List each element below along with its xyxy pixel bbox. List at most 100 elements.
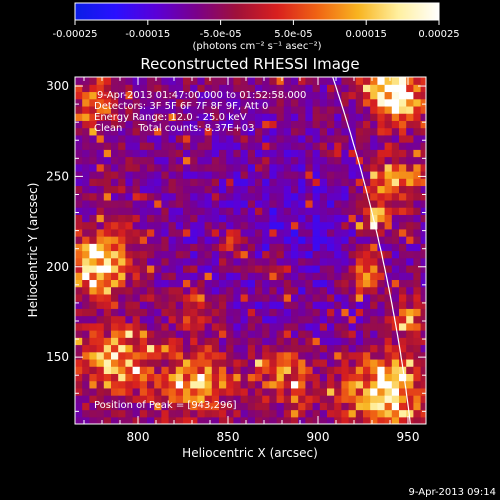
heatmap-cell xyxy=(406,387,414,396)
heatmap-cell xyxy=(190,192,198,201)
heatmap-cell xyxy=(283,330,292,338)
heatmap-cell xyxy=(327,178,335,187)
heatmap-cell xyxy=(197,170,206,179)
heatmap-cell xyxy=(233,163,242,172)
heatmap-cell xyxy=(262,84,270,93)
heatmap-cell xyxy=(139,395,148,403)
heatmap-cell xyxy=(139,199,148,208)
heatmap-cell xyxy=(103,105,112,114)
heatmap-cell xyxy=(175,395,184,403)
heatmap-cell xyxy=(233,127,242,136)
heatmap-cell xyxy=(204,351,213,360)
heatmap-cell xyxy=(327,243,335,252)
heatmap-cell xyxy=(384,337,393,346)
heatmap-cell xyxy=(211,344,220,353)
heatmap-cell xyxy=(111,207,119,215)
heatmap-cell xyxy=(219,214,227,223)
heatmap-cell xyxy=(399,344,407,353)
heatmap-cell xyxy=(161,387,170,396)
heatmap-cell xyxy=(240,402,249,411)
info-clean-counts: Clean Total counts: 8.37E+03 xyxy=(94,123,254,134)
heatmap-cell xyxy=(197,257,206,266)
heatmap-cell xyxy=(370,113,378,121)
heatmap-cell xyxy=(406,380,414,389)
heatmap-cell xyxy=(355,272,364,281)
heatmap-cell xyxy=(298,315,306,324)
heatmap-cell xyxy=(197,98,206,107)
heatmap-cell xyxy=(334,105,342,114)
info-time-range: 9-Apr-2013 01:47:00.000 to 01:52:58.000 xyxy=(97,90,306,101)
heatmap-cell xyxy=(348,264,357,273)
heatmap-cell xyxy=(226,228,234,237)
heatmap-cell xyxy=(348,301,357,309)
heatmap-cell xyxy=(233,322,242,331)
heatmap-cell xyxy=(168,98,177,107)
heatmap-cell xyxy=(413,214,422,223)
heatmap-cell xyxy=(283,91,292,100)
heatmap-cell xyxy=(319,308,328,317)
heatmap-cell xyxy=(190,279,198,288)
heatmap-cell xyxy=(147,337,155,346)
heatmap-cell xyxy=(305,185,314,194)
heatmap-cell xyxy=(305,344,314,353)
heatmap-cell xyxy=(370,199,378,208)
heatmap-cell xyxy=(370,149,378,158)
heatmap-cell xyxy=(348,380,357,389)
heatmap-cell xyxy=(255,163,263,172)
heatmap-cells xyxy=(75,77,426,424)
heatmap-cell xyxy=(233,402,242,411)
heatmap-cell xyxy=(197,293,206,302)
heatmap-cell xyxy=(269,402,278,411)
heatmap-cell xyxy=(219,322,227,331)
heatmap-cell xyxy=(399,373,407,382)
heatmap-cell xyxy=(334,330,342,338)
heatmap-cell xyxy=(291,214,299,223)
heatmap-cell xyxy=(291,351,299,360)
heatmap-cell xyxy=(147,127,155,136)
heatmap-cell xyxy=(298,395,306,403)
heatmap-cell xyxy=(103,395,112,403)
heatmap-cell xyxy=(276,380,285,389)
heatmap-cell xyxy=(334,120,342,129)
heatmap-cell xyxy=(406,156,414,165)
heatmap-cell xyxy=(255,322,263,331)
heatmap-cell xyxy=(103,351,112,360)
heatmap-cell xyxy=(406,98,414,107)
heatmap-cell xyxy=(305,373,314,382)
heatmap-cell xyxy=(168,127,177,136)
heatmap-cell xyxy=(269,84,278,93)
heatmap-cell xyxy=(168,286,177,295)
heatmap-cell xyxy=(355,214,364,223)
heatmap-cell xyxy=(226,322,234,331)
heatmap-cell xyxy=(147,293,155,302)
heatmap-cell xyxy=(89,272,98,281)
heatmap-cell xyxy=(262,257,270,266)
heatmap-cell xyxy=(370,416,378,424)
heatmap-cell xyxy=(139,185,148,194)
heatmap-cell xyxy=(226,134,234,143)
heatmap-cell xyxy=(154,127,162,136)
heatmap-cell xyxy=(327,272,335,281)
heatmap-cell xyxy=(341,77,350,85)
heatmap-cell xyxy=(377,416,386,424)
heatmap-cell xyxy=(262,199,270,208)
heatmap-cell xyxy=(82,257,90,266)
heatmap-cell xyxy=(75,84,83,93)
heatmap-cell xyxy=(125,113,134,121)
heatmap-cell xyxy=(283,264,292,273)
heatmap-cell xyxy=(377,228,386,237)
heatmap-cell xyxy=(89,301,98,309)
heatmap-cell xyxy=(298,105,306,114)
heatmap-cell xyxy=(262,344,270,353)
heatmap-cell xyxy=(384,192,393,201)
heatmap-cell xyxy=(384,301,393,309)
heatmap-cell xyxy=(132,192,141,201)
heatmap-cell xyxy=(319,214,328,223)
heatmap-cell xyxy=(247,416,256,424)
heatmap-cell xyxy=(420,250,426,259)
heatmap-cell xyxy=(262,250,270,259)
heatmap-cell xyxy=(190,395,198,403)
heatmap-cell xyxy=(420,373,426,382)
heatmap-cell xyxy=(233,264,242,273)
heatmap-cell xyxy=(262,127,270,136)
